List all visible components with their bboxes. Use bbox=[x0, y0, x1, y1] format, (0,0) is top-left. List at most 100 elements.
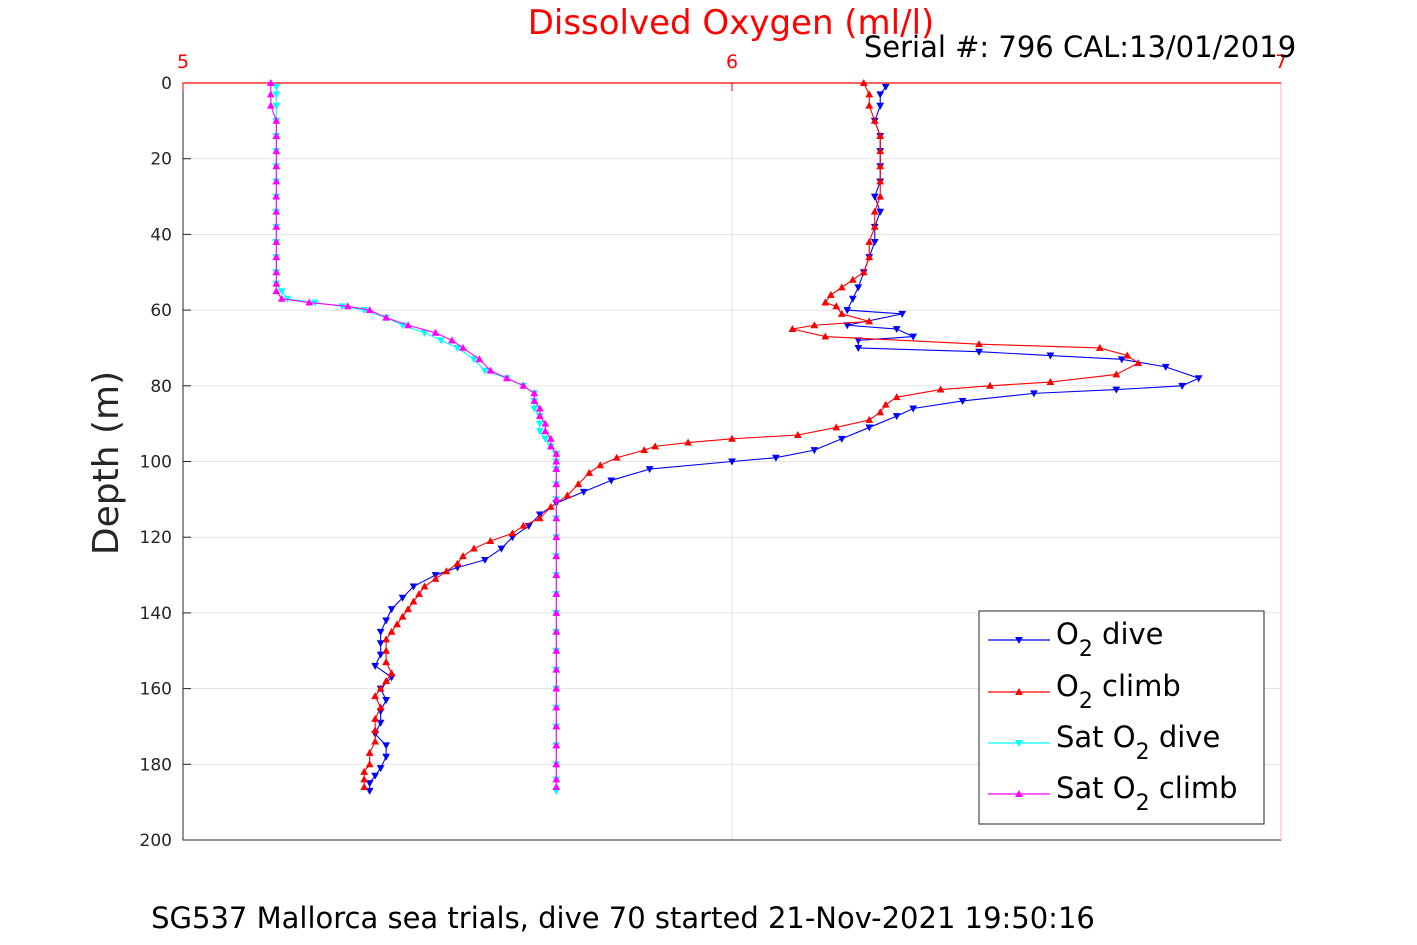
x-tick-label: 5 bbox=[177, 51, 189, 73]
sat-o2-dive-point bbox=[277, 288, 286, 296]
o2-climb-point bbox=[865, 237, 874, 245]
sat-o2-climb-point bbox=[535, 412, 544, 420]
sat-o2-climb-point bbox=[552, 552, 561, 560]
sat-o2-climb-point bbox=[266, 90, 275, 98]
sat-o2-climb-point bbox=[272, 253, 281, 261]
legend-label-suffix: climb bbox=[1093, 669, 1181, 703]
o2-climb-point bbox=[508, 529, 517, 537]
axes: 0 20 40 60 80 100 120 140 160 180 200 5 6 7 bbox=[140, 51, 1288, 851]
o2-dive-point bbox=[848, 295, 857, 303]
sat-o2-climb-point bbox=[552, 703, 561, 711]
o2-climb-point bbox=[371, 714, 380, 722]
o2-climb-point bbox=[876, 177, 885, 185]
o2-climb-point bbox=[870, 222, 879, 230]
o2-climb-point bbox=[975, 340, 983, 348]
o2-climb-point bbox=[837, 283, 846, 291]
o2-dive-point bbox=[371, 662, 380, 670]
o2-climb-point bbox=[1123, 351, 1132, 359]
sat-o2-climb-point bbox=[448, 336, 456, 344]
o2-climb-point bbox=[821, 298, 830, 306]
y-tick-label: 80 bbox=[150, 377, 172, 397]
o2-climb-point bbox=[431, 574, 440, 582]
sat-o2-climb-point bbox=[272, 162, 281, 170]
o2-climb-point bbox=[382, 635, 391, 643]
sat-o2-climb-point bbox=[552, 457, 561, 465]
o2-climb-point bbox=[640, 446, 649, 454]
y-tick-label: 60 bbox=[150, 301, 172, 321]
legend-label-suffix: climb bbox=[1150, 771, 1238, 805]
o2-climb-point bbox=[563, 491, 572, 499]
o2-climb-point bbox=[398, 612, 407, 620]
o2-climb-point bbox=[382, 677, 391, 684]
x-tick-label: 7 bbox=[1275, 51, 1287, 73]
legend-label-subscript: 2 bbox=[1079, 689, 1093, 714]
o2-climb-point bbox=[876, 192, 885, 200]
o2-climb-point bbox=[859, 268, 868, 276]
sat-o2-dive-point bbox=[481, 367, 489, 375]
o2-climb-point bbox=[486, 536, 495, 544]
o2-dive-line bbox=[369, 86, 1201, 791]
o2-climb-point bbox=[596, 461, 605, 469]
y-tick-label: 40 bbox=[150, 225, 172, 245]
o2-climb-point bbox=[810, 321, 819, 329]
legend-label-suffix: dive bbox=[1093, 617, 1164, 651]
x-tick-label: 6 bbox=[726, 51, 738, 73]
legend-label-subscript: 2 bbox=[1136, 791, 1150, 816]
o2-climb-point bbox=[865, 90, 874, 98]
o2-dive-point bbox=[870, 193, 879, 201]
y-tick-label: 160 bbox=[140, 680, 172, 700]
sat-o2-climb-point bbox=[530, 389, 539, 397]
o2-climb-point bbox=[585, 468, 594, 476]
sat-o2-climb-point bbox=[552, 449, 561, 457]
o2-climb-point bbox=[371, 726, 380, 734]
sat-o2-climb-point bbox=[552, 495, 561, 503]
o2-climb-point bbox=[876, 408, 885, 416]
o2-dive-point bbox=[898, 310, 907, 318]
y-tick-label: 200 bbox=[140, 831, 172, 851]
sat-o2-climb-point bbox=[519, 381, 528, 389]
o2-dive-point bbox=[645, 466, 654, 474]
o2-climb-point bbox=[470, 544, 478, 552]
o2-climb-point bbox=[393, 620, 401, 628]
sat-o2-climb-point bbox=[552, 589, 561, 597]
o2-climb-point bbox=[519, 521, 528, 529]
sat-o2-climb-point bbox=[552, 608, 561, 616]
sat-o2-climb-point bbox=[552, 782, 561, 790]
o2-dive-point bbox=[975, 348, 983, 356]
sat-o2-dive-point bbox=[272, 83, 281, 91]
sat-o2-dive-point bbox=[272, 102, 281, 110]
y-tick-label: 180 bbox=[140, 755, 172, 775]
legend-swatch-marker bbox=[1015, 789, 1023, 797]
o2-climb-point bbox=[728, 434, 736, 442]
o2-climb-point bbox=[1134, 359, 1143, 367]
o2-climb-point bbox=[376, 703, 385, 711]
o2-climb-point bbox=[420, 582, 429, 590]
o2-climb-point bbox=[986, 381, 994, 389]
sat-o2-climb-point bbox=[552, 665, 561, 673]
o2-dive-point bbox=[398, 594, 407, 602]
sat-o2-climb-point bbox=[541, 427, 550, 435]
legend-label-subscript: 2 bbox=[1136, 740, 1150, 765]
sat-o2-climb-point bbox=[272, 207, 281, 215]
o2-dive-point bbox=[376, 640, 385, 648]
y-tick-label: 140 bbox=[140, 604, 172, 624]
legend-label: O2 climb bbox=[1056, 669, 1181, 714]
o2-dive-point bbox=[481, 556, 489, 564]
o2-dive-point bbox=[1178, 382, 1187, 390]
o2-climb-point bbox=[1046, 377, 1055, 385]
sat-o2-dive-point bbox=[535, 420, 544, 428]
sat-o2-climb-point bbox=[365, 306, 374, 314]
o2-climb-point bbox=[546, 502, 555, 510]
o2-climb-point bbox=[365, 748, 374, 756]
sat-o2-climb-point bbox=[535, 404, 544, 412]
o2-climb-point bbox=[1095, 343, 1104, 351]
legend-label: Sat O2 dive bbox=[1056, 720, 1220, 765]
sat-o2-climb-point bbox=[404, 321, 412, 329]
legend-label: Sat O2 climb bbox=[1056, 771, 1238, 816]
o2-dive-point bbox=[909, 333, 918, 341]
legend-label-main: O bbox=[1056, 617, 1079, 651]
sat-o2-climb-point bbox=[272, 268, 281, 276]
o2-climb-point bbox=[876, 131, 885, 139]
y-tick-label: 120 bbox=[140, 528, 172, 548]
o2-climb-point bbox=[848, 275, 857, 283]
